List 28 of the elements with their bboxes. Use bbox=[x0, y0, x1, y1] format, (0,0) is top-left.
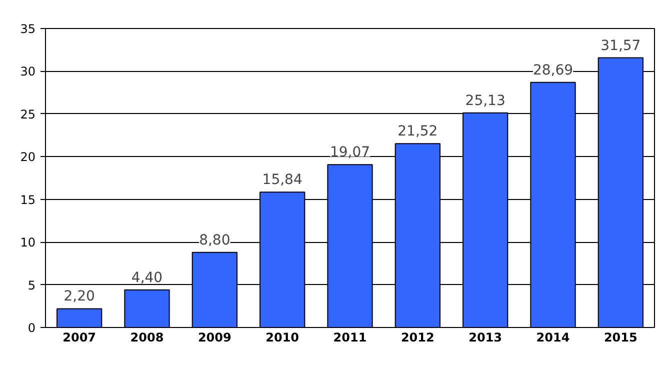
data-label: 25,13 bbox=[465, 92, 506, 109]
data-label: 21,52 bbox=[398, 124, 438, 140]
y-tick-label: 0 bbox=[28, 321, 36, 335]
data-label: 8,80 bbox=[199, 232, 230, 248]
x-tick-label: 2007 bbox=[62, 330, 96, 344]
x-tick-label: 2013 bbox=[468, 330, 502, 344]
data-label: 4,40 bbox=[131, 270, 163, 286]
data-label: 31,57 bbox=[600, 38, 641, 54]
x-tick-label: 2009 bbox=[198, 330, 232, 344]
data-label: 28,69 bbox=[532, 62, 574, 78]
x-tick-label: 2012 bbox=[400, 330, 434, 344]
y-tick-label: 35 bbox=[20, 22, 36, 36]
bar bbox=[124, 289, 170, 328]
y-tick-label: 10 bbox=[20, 236, 36, 250]
y-tick-label: 5 bbox=[28, 278, 36, 292]
y-tick-label: 30 bbox=[20, 64, 36, 79]
x-tick-label: 2011 bbox=[333, 330, 367, 344]
y-tick-label: 20 bbox=[20, 150, 36, 164]
x-tick-label: 2015 bbox=[604, 330, 638, 344]
y-tick-label: 15 bbox=[20, 192, 36, 207]
x-tick-label: 2014 bbox=[536, 330, 570, 344]
data-label: 19,07 bbox=[330, 144, 370, 161]
y-tick-label: 25 bbox=[20, 107, 36, 122]
data-label: 2,20 bbox=[64, 288, 95, 305]
x-tick-label: 2008 bbox=[130, 330, 164, 344]
bar bbox=[56, 308, 102, 328]
data-label: 15,84 bbox=[262, 172, 302, 188]
x-tick-label: 2010 bbox=[266, 330, 300, 344]
